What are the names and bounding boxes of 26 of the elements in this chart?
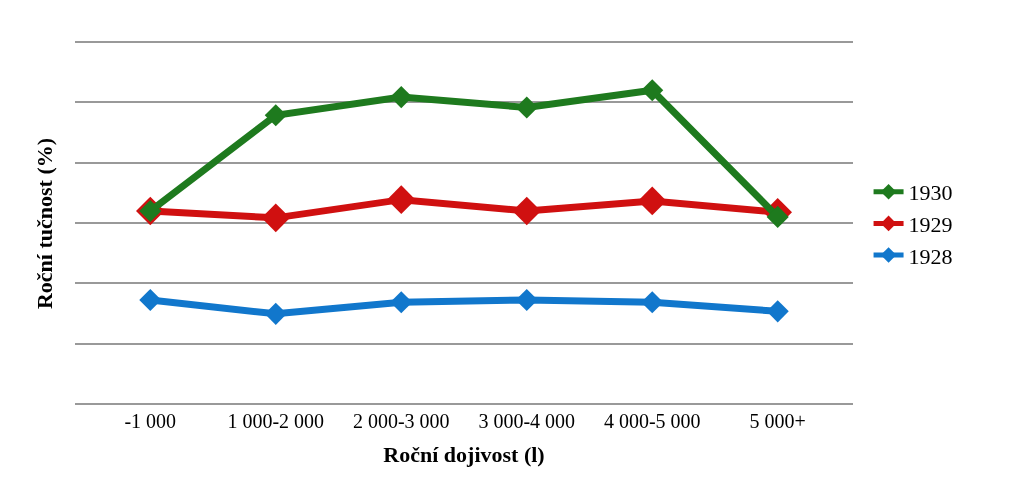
point [390,86,413,109]
x-tick-label: -1 000 [124,410,177,432]
point [637,186,667,216]
legend-label: 1929 [908,211,953,237]
y-axis-title: Roční tučnost (%) [31,137,57,310]
legend-label: 1930 [908,180,953,206]
x-tick-label: 4 000-5 000 [603,410,701,432]
x-tick-label: 3 000-4 000 [478,410,576,432]
x-tick-label: 5 000+ [749,410,806,432]
point [390,291,413,314]
x-tick-label: 1 000-2 000 [227,410,325,432]
point [261,203,291,233]
point [264,302,287,325]
point [515,96,538,119]
point [766,205,789,228]
point [264,104,287,127]
point [641,79,664,102]
x-tick-label: 2 000-3 000 [352,410,450,432]
legend-label: 1928 [908,243,953,269]
point [386,185,416,214]
point [139,288,162,312]
point [515,288,538,312]
x-axis-title: Roční dojivost (l) [383,441,545,467]
point [512,196,542,226]
point [641,291,664,314]
point [766,300,789,323]
